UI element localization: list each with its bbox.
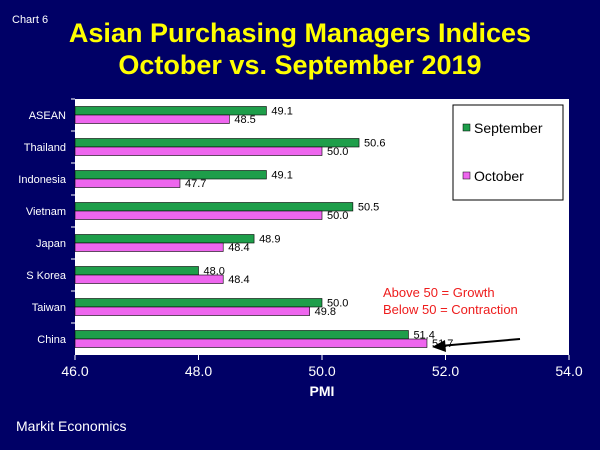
category-label-s-korea: S Korea bbox=[26, 270, 67, 282]
arrow-to-china bbox=[432, 338, 521, 352]
value-label-indonesia-october: 47.7 bbox=[185, 178, 206, 190]
category-label-china: China bbox=[37, 334, 67, 346]
value-label-vietnam-october: 50.0 bbox=[327, 210, 348, 222]
value-label-thailand-october: 50.0 bbox=[327, 146, 348, 158]
category-labels: ASEAN Thailand Indonesia Vietnam Japan S Kore… bbox=[18, 98, 75, 346]
value-label-asean-october: 48.5 bbox=[234, 114, 255, 126]
legend: September October bbox=[452, 104, 564, 201]
value-label-s-korea-september: 48.0 bbox=[204, 266, 225, 278]
chart-number-label: Chart 6 bbox=[12, 14, 49, 26]
value-label-vietnam-september: 50.5 bbox=[358, 202, 379, 214]
legend-label-october: October bbox=[474, 168, 524, 184]
bar-vietnam-september bbox=[74, 202, 354, 212]
chart-title-line1: Asian Purchasing Managers Indices bbox=[68, 18, 532, 48]
value-label-thailand-september: 50.6 bbox=[364, 138, 385, 150]
x-tick-label: 50.0 bbox=[308, 363, 335, 379]
category-label-vietnam: Vietnam bbox=[26, 206, 66, 218]
value-label-japan-september: 48.9 bbox=[259, 234, 280, 246]
bar-indonesia-september bbox=[74, 170, 267, 180]
bar-china-september bbox=[74, 330, 409, 340]
bar-s-korea-september bbox=[74, 266, 199, 276]
legend-box bbox=[452, 104, 564, 201]
legend-swatch-october bbox=[462, 171, 471, 180]
bar-taiwan-september bbox=[74, 298, 323, 308]
x-axis-title: PMI bbox=[310, 383, 335, 399]
bar-asean-october bbox=[74, 114, 230, 124]
value-label-indonesia-september: 49.1 bbox=[271, 170, 292, 182]
bar-group: 49.1 48.5 50.6 50.0 49.1 47.7 50.5 50.0 48.9 48.4… bbox=[74, 106, 453, 350]
category-label-thailand: Thailand bbox=[24, 142, 66, 154]
x-tick-label: 48.0 bbox=[185, 363, 212, 379]
bar-thailand-september bbox=[74, 138, 360, 148]
x-tick-label: 54.0 bbox=[555, 363, 582, 379]
category-label-japan: Japan bbox=[36, 238, 66, 250]
category-label-asean: ASEAN bbox=[29, 110, 66, 122]
x-axis: 46.0 48.0 50.0 52.0 54.0 bbox=[61, 355, 583, 379]
value-label-taiwan-september: 50.0 bbox=[327, 298, 348, 310]
category-label-indonesia: Indonesia bbox=[18, 174, 67, 186]
bar-vietnam-october bbox=[74, 210, 323, 220]
category-label-taiwan: Taiwan bbox=[32, 302, 66, 314]
legend-swatch-september bbox=[462, 123, 471, 132]
value-label-japan-october: 48.4 bbox=[228, 242, 249, 254]
x-tick-label: 46.0 bbox=[61, 363, 88, 379]
bar-china-october bbox=[74, 338, 428, 348]
value-label-s-korea-october: 48.4 bbox=[228, 274, 249, 286]
bar-s-korea-october bbox=[74, 274, 224, 284]
value-label-asean-september: 49.1 bbox=[271, 106, 292, 118]
x-tick-label: 52.0 bbox=[432, 363, 459, 379]
chart-title-line2: October vs. September 2019 bbox=[118, 50, 482, 80]
value-label-taiwan-october: 49.8 bbox=[315, 306, 336, 318]
legend-label-september: September bbox=[474, 120, 543, 136]
bar-japan-october bbox=[74, 242, 224, 252]
bar-taiwan-october bbox=[74, 306, 310, 316]
annotation-growth: Above 50 = Growth bbox=[383, 285, 495, 300]
bar-thailand-october bbox=[74, 146, 323, 156]
annotation-contraction: Below 50 = Contraction bbox=[383, 302, 518, 317]
bar-indonesia-october bbox=[74, 178, 181, 188]
source-credit: Markit Economics bbox=[16, 418, 127, 434]
value-label-china-september: 51.4 bbox=[413, 330, 434, 342]
